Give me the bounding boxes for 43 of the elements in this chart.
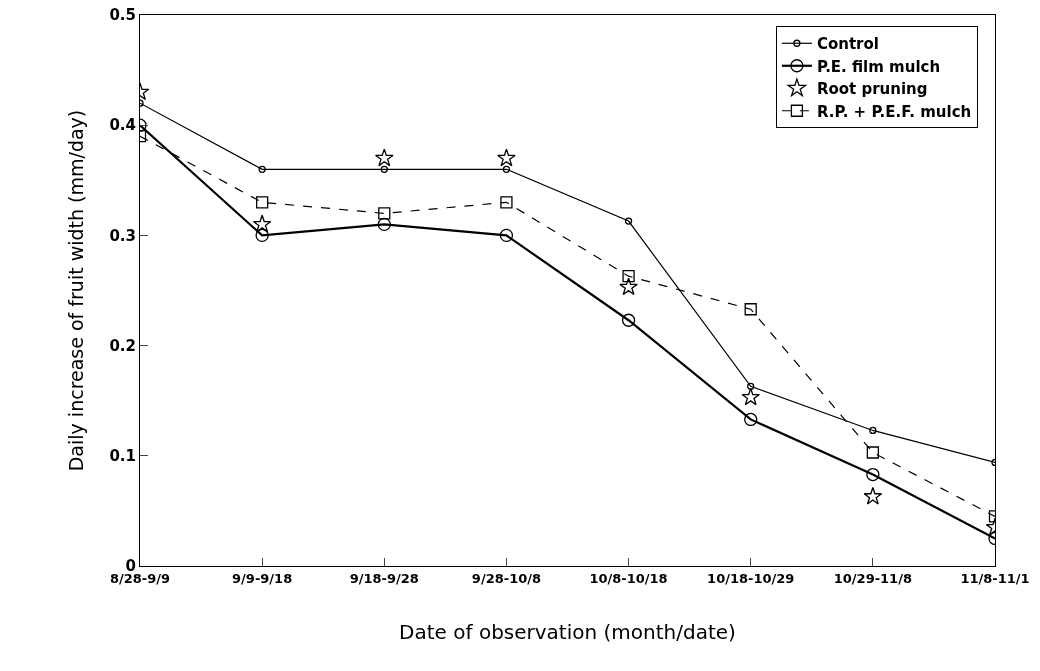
point [741,387,761,406]
x-tick-label: 10/29-11/8 [833,570,912,586]
y-tick-label: 0.1 [109,447,136,466]
legend-label: Root pruning [816,80,928,99]
point [621,313,636,327]
point [624,217,633,225]
point [863,486,883,505]
point [499,228,514,243]
x-tick-label: 9/18-9/28 [349,570,419,586]
point [502,165,511,173]
point [374,148,394,167]
legend-label: R.P. + P.E.F. mulch [816,102,972,121]
x-tick-label: 9/9-9/18 [232,570,293,586]
point [252,214,272,233]
point [619,277,638,296]
point [500,196,513,209]
y-tick-label: 0.4 [109,116,136,135]
x-tick-label: 10/8-10/18 [589,570,668,586]
y-tick-label: 0.2 [109,336,136,355]
legend-label: Control [816,35,879,54]
point [380,165,388,173]
point [747,382,755,391]
y-axis-title: Daily increase of fruit width (mm/day) [65,109,88,472]
x-tick-label: 9/28-10/8 [471,570,542,586]
point [744,412,758,427]
x-tick-label: 8/28-9/9 [109,570,171,586]
y-tick-label: 0.3 [109,226,136,245]
x-tick-label: 10/18-10/29 [707,570,795,586]
point [622,270,635,283]
point [377,217,391,232]
x-tick-label: 11/8-11/1 [960,570,1030,586]
legend-label: P.E. film mulch [816,57,941,76]
point [255,196,269,209]
point [255,228,269,243]
point [866,446,880,459]
point [378,207,391,220]
point [497,148,516,167]
point [258,165,266,173]
y-tick-label: 0.5 [109,6,136,25]
point [869,426,877,435]
x-axis-title: Date of observation (month/date) [399,620,736,645]
point [866,467,880,482]
point [744,303,757,316]
